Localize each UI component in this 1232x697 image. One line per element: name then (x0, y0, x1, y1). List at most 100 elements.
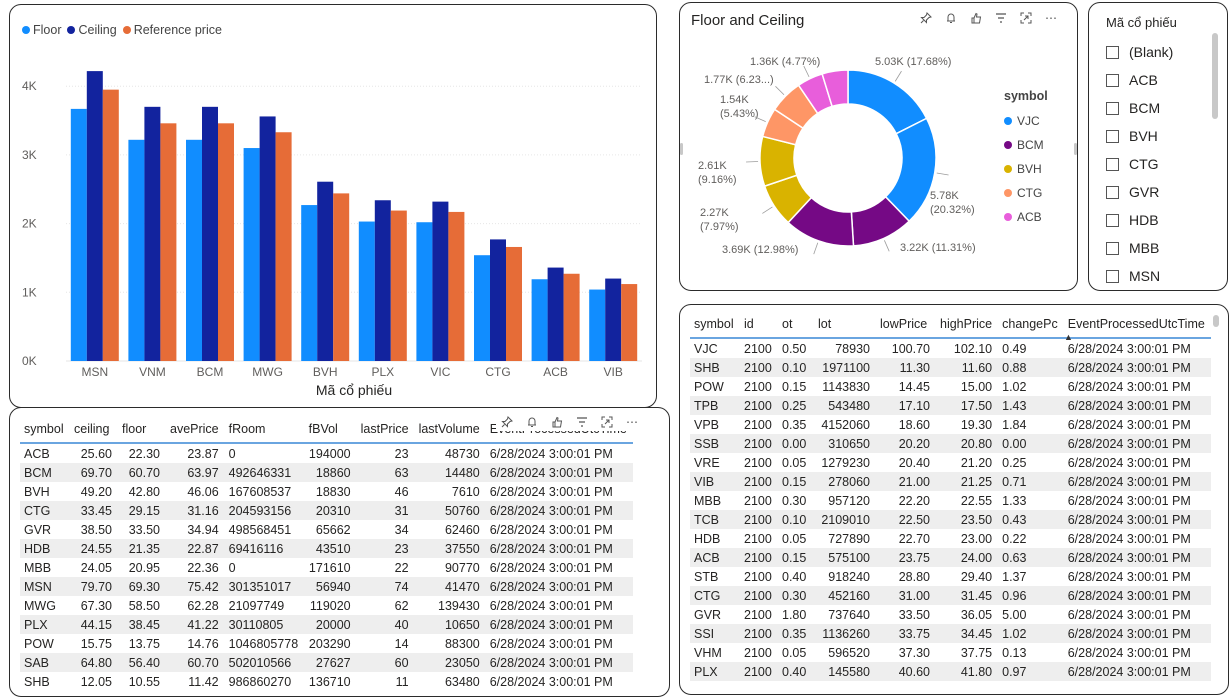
slicer-scrollbar[interactable] (1212, 33, 1218, 119)
sort-ascending-icon[interactable]: ▲ (1064, 332, 1073, 342)
table-row[interactable]: TPB 2100 0.25 543480 17.10 17.50 1.43 6/28/2024… (690, 396, 1211, 415)
focus-mode-icon[interactable] (1019, 11, 1033, 25)
focus-mode-icon[interactable] (600, 415, 614, 429)
column-header[interactable]: symbol (690, 311, 740, 339)
table-row[interactable]: GVR 38.50 33.50 34.94 498568451 65662 34 62460 6… (20, 520, 633, 539)
resize-handle-right[interactable] (1074, 143, 1077, 155)
checkbox[interactable] (1106, 157, 1119, 171)
legend-item-ceiling[interactable]: Ceiling (67, 23, 117, 37)
bar-ceiling-plx[interactable] (374, 200, 391, 361)
table-row[interactable]: SHB 12.05 10.55 11.42 986860270 136710 11 63480… (20, 672, 633, 691)
table-row[interactable]: TCB 2100 0.10 2109010 22.50 23.50 0.43 6/28/202… (690, 510, 1211, 529)
bar-reference-price-vib[interactable] (621, 284, 638, 361)
table-row[interactable]: MWG 67.30 58.50 62.28 21097749 119020 62 139430… (20, 596, 633, 615)
column-header[interactable]: ceiling (70, 416, 118, 444)
price-detail-table[interactable]: symbol id ot lot lowPrice highPrice changePc Ev… (679, 304, 1229, 695)
bar-ceiling-bcm[interactable] (202, 106, 218, 362)
checkbox[interactable] (1106, 185, 1119, 199)
bar-reference-price-vnm[interactable] (160, 123, 177, 361)
table-row[interactable]: PLX 2100 0.40 145580 40.60 41.80 0.97 6/28/2024… (690, 662, 1211, 681)
slicer-item[interactable]: HDB (1106, 206, 1173, 234)
donut-slice[interactable] (821, 69, 849, 108)
bar-ceiling-vic[interactable] (432, 201, 449, 361)
bar-reference-price-bcm[interactable] (218, 123, 234, 361)
table-row[interactable]: GVR 2100 1.80 737640 33.50 36.05 5.00 6/28/2024… (690, 605, 1211, 624)
table-row[interactable]: CTG 33.45 29.15 31.16 204593156 20310 31 50760 6… (20, 501, 633, 520)
legend-item-reference-price[interactable]: Reference price (122, 23, 222, 37)
table-row[interactable]: MSN 79.70 69.30 75.42 301351017 56940 74 41470 6… (20, 577, 633, 596)
slicer-item[interactable]: MSN (1106, 262, 1173, 290)
bar-reference-price-bvh[interactable] (333, 193, 350, 361)
column-header[interactable]: fRoom (224, 416, 305, 444)
donut-legend-item-bvh[interactable]: BVH (1004, 157, 1048, 181)
table-row[interactable]: HDB 24.55 21.35 22.87 69416116 43510 23 37550 6/… (20, 539, 633, 558)
bar-reference-price-acb[interactable] (563, 273, 580, 361)
bar-reference-price-mwg[interactable] (275, 132, 292, 361)
bar-floor-ctg[interactable] (474, 255, 490, 361)
bar-floor-plx[interactable] (358, 221, 375, 361)
donut-legend-item-ctg[interactable]: CTG (1004, 181, 1048, 205)
bar-ceiling-msn[interactable] (86, 71, 103, 362)
bar-reference-price-vic[interactable] (448, 211, 465, 361)
column-header[interactable]: avePrice (166, 416, 225, 444)
column-header[interactable]: lastVolume (414, 416, 486, 444)
table-row[interactable]: VIB 2100 0.15 278060 21.00 21.25 0.71 6/28/2024… (690, 472, 1211, 491)
pin-icon[interactable] (500, 415, 514, 429)
checkbox[interactable] (1106, 101, 1119, 115)
bar-floor-vib[interactable] (589, 289, 606, 361)
column-header[interactable]: changePc (998, 311, 1064, 339)
table-scrollbar[interactable] (1213, 315, 1219, 327)
checkbox[interactable] (1106, 241, 1119, 255)
table-row[interactable]: SSI 2100 0.35 1136260 33.75 34.45 1.02 6/28/202… (690, 624, 1211, 643)
slicer-item[interactable]: CTG (1106, 150, 1173, 178)
bar-reference-price-plx[interactable] (390, 210, 407, 361)
table-row[interactable]: POW 2100 0.15 1143830 14.45 15.00 1.02 6/28/202… (690, 377, 1211, 396)
slicer-item[interactable]: BCM (1106, 94, 1173, 122)
slicer-item[interactable]: GVR (1106, 178, 1173, 206)
table-row[interactable]: PLX 44.15 38.45 41.22 30110805 20000 40 10650 6/… (20, 615, 633, 634)
bar-floor-acb[interactable] (531, 279, 548, 361)
legend-item-floor[interactable]: Floor (22, 23, 61, 37)
column-header[interactable]: symbol (20, 416, 70, 444)
resize-handle-left[interactable] (680, 143, 683, 155)
more-options-icon[interactable]: ⋯ (1045, 11, 1057, 25)
table-row[interactable]: SAB 64.80 56.40 60.70 502010566 27627 60 23050 6… (20, 653, 633, 672)
stock-summary-table[interactable]: symbol ceiling floor avePrice fRoom fBVol last… (9, 407, 670, 697)
bar-reference-price-msn[interactable] (102, 89, 119, 362)
bar-ceiling-acb[interactable] (547, 267, 564, 361)
table-row[interactable]: VRE 2100 0.05 1279230 20.40 21.20 0.25 6/28/202… (690, 453, 1211, 472)
table-row[interactable]: SSB 2100 0.00 310650 20.20 20.80 0.00 6/28/2024… (690, 434, 1211, 453)
table-row[interactable]: MBB 2100 0.30 957120 22.20 22.55 1.33 6/28/2024… (690, 491, 1211, 510)
bar-floor-bcm[interactable] (186, 139, 202, 361)
alert-bell-icon[interactable] (525, 415, 539, 429)
table-row[interactable]: VPB 2100 0.35 4152060 18.60 19.30 1.84 6/28/202… (690, 415, 1211, 434)
table-row[interactable]: STB 2100 0.40 918240 28.80 29.40 1.37 6/28/2024… (690, 567, 1211, 586)
slicer-item[interactable]: ACB (1106, 66, 1173, 94)
table-row[interactable]: BVH 49.20 42.80 46.06 167608537 18830 46 7610 6/… (20, 482, 633, 501)
slicer-item[interactable]: MBB (1106, 234, 1173, 262)
column-header[interactable]: ot (778, 311, 814, 339)
filter-icon[interactable] (994, 11, 1008, 25)
table-row[interactable]: ACB 2100 0.15 575100 23.75 24.00 0.63 6/28/2024… (690, 548, 1211, 567)
bar-floor-bvh[interactable] (301, 205, 318, 361)
checkbox[interactable] (1106, 129, 1119, 143)
table-row[interactable]: ACB 25.60 22.30 23.87 0 194000 23 48730 6/28/202… (20, 443, 633, 463)
column-header[interactable]: lowPrice (876, 311, 936, 339)
thumbs-up-icon[interactable] (550, 415, 564, 429)
bar-ceiling-vib[interactable] (605, 278, 622, 361)
table-row[interactable]: CTG 2100 0.30 452160 31.00 31.45 0.96 6/28/2024… (690, 586, 1211, 605)
bar-floor-vic[interactable] (416, 222, 433, 361)
slicer-item[interactable]: (Blank) (1106, 38, 1173, 66)
table-row[interactable]: VHM 2100 0.05 596520 37.30 37.75 0.13 6/28/2024… (690, 643, 1211, 662)
donut-legend-item-acb[interactable]: ACB (1004, 205, 1048, 229)
alert-bell-icon[interactable] (944, 11, 958, 25)
donut-legend-item-vjc[interactable]: VJC (1004, 109, 1048, 133)
bar-floor-mwg[interactable] (243, 148, 260, 361)
column-header[interactable]: EventProcessedUtcTime (1063, 311, 1211, 339)
table-row[interactable]: MBB 24.05 20.95 22.36 0 171610 22 90770 6/28/202… (20, 558, 633, 577)
donut-legend-item-bcm[interactable]: BCM (1004, 133, 1048, 157)
bar-ceiling-bvh[interactable] (317, 181, 334, 361)
table-row[interactable]: BCM 69.70 60.70 63.97 492646331 18860 63 14480 6… (20, 463, 633, 482)
table-row[interactable]: VJC 2100 0.50 78930 100.70 102.10 0.49 6/28/202… (690, 338, 1211, 358)
bar-floor-msn[interactable] (70, 108, 87, 361)
